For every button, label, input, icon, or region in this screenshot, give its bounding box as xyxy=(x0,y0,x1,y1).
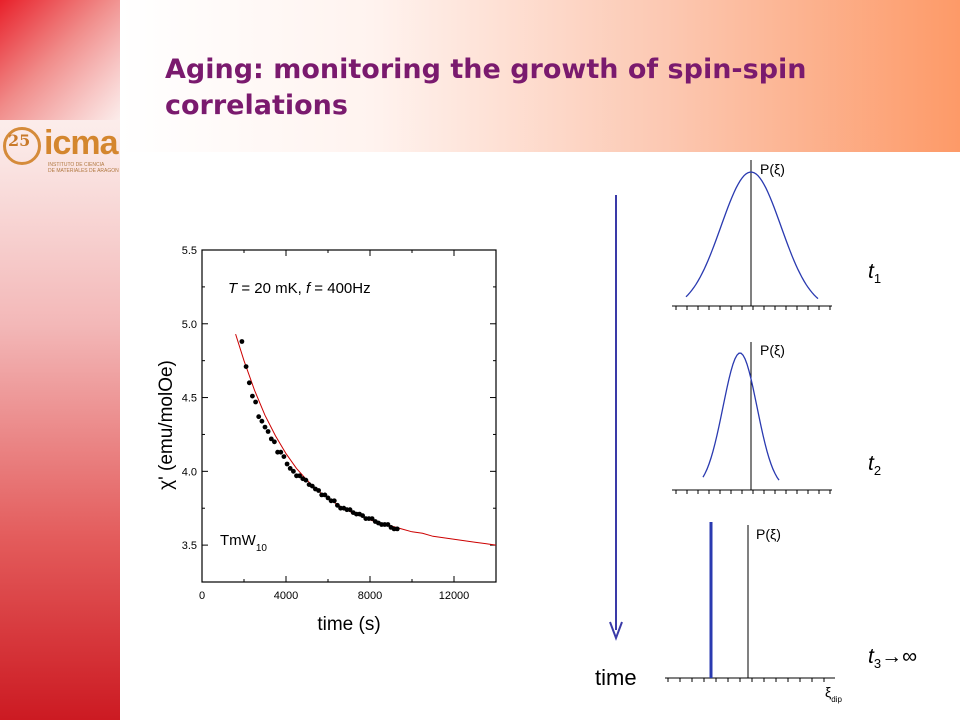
data-point xyxy=(253,399,258,405)
panel1-p-label: P(ξ) xyxy=(760,161,785,177)
data-point xyxy=(291,468,296,474)
plot-frame xyxy=(201,249,497,583)
data-point xyxy=(268,436,274,442)
data-point xyxy=(256,414,262,420)
x-tick-label: 12000 xyxy=(439,590,470,602)
x-axis-title: time (s) xyxy=(317,614,380,635)
panel2-gaussian xyxy=(702,352,780,481)
panel3-ticks xyxy=(667,678,825,682)
left-decorative-bar xyxy=(0,0,120,720)
logo-subtitle-2: DE MATERIALES DE ARAGON xyxy=(48,168,119,174)
x-tick-label: 4000 xyxy=(274,590,298,602)
distribution-panel-2: P(ξ) t2 xyxy=(672,342,881,494)
sample-label-main: TmW xyxy=(220,532,257,549)
logo-badge-number: 25 xyxy=(8,131,31,150)
panel2-p-label: P(ξ) xyxy=(760,342,785,358)
data-point xyxy=(347,507,353,513)
data-point xyxy=(309,483,315,489)
distribution-panel-1: P(ξ) t1 xyxy=(672,160,881,310)
header-band xyxy=(120,0,960,152)
data-point xyxy=(265,429,271,434)
panel1-ticks xyxy=(675,306,831,310)
data-point xyxy=(325,495,331,501)
xi-dip-label: ξdip xyxy=(825,684,843,704)
data-point xyxy=(259,418,265,424)
logo-wordmark: icma xyxy=(44,124,118,162)
annotation-eq1: = 20 mK, xyxy=(237,280,306,297)
data-point xyxy=(239,339,245,344)
x-tick-label: 8000 xyxy=(358,590,382,602)
y-tick-label: 5.5 xyxy=(182,245,197,257)
data-points-layer xyxy=(239,339,400,532)
data-point xyxy=(385,522,391,527)
time-label: time xyxy=(595,665,637,690)
data-point xyxy=(278,449,284,455)
slide-title: Aging: monitoring the growth of spin-spi… xyxy=(165,52,865,124)
data-point xyxy=(287,466,293,471)
data-point xyxy=(243,364,249,369)
data-point xyxy=(303,477,309,483)
data-point xyxy=(322,492,328,498)
sample-label: TmW10 xyxy=(220,532,267,554)
annotation-t: T xyxy=(228,280,239,297)
slide-title-line2: correlations xyxy=(165,90,348,121)
data-point xyxy=(246,380,252,386)
panel1-time-label: t1 xyxy=(868,260,881,286)
y-tick-label: 3.5 xyxy=(182,540,197,552)
data-point xyxy=(297,473,302,479)
chart-ticks: 0 4000 8000 12000 3.5 4.0 4.5 5.0 5.5 xyxy=(182,245,497,602)
annotation-eq2: = 400Hz xyxy=(310,280,370,297)
logo-badge-ring xyxy=(3,127,41,165)
data-point xyxy=(394,526,400,532)
data-point xyxy=(316,488,321,493)
data-point xyxy=(281,454,287,459)
time-arrow-head xyxy=(609,621,623,641)
panel3-p-label: P(ξ) xyxy=(756,526,781,542)
annotation-f: f xyxy=(306,280,312,297)
distribution-panel-3: P(ξ) t3→∞ ξdip xyxy=(665,522,917,704)
panel2-ticks xyxy=(675,490,831,494)
y-axis-title: χ' (emu/molOe) xyxy=(156,360,177,490)
data-point xyxy=(360,513,365,518)
data-point xyxy=(335,502,340,508)
icma-logo: 25 icma INSTITUTO DE CIENCIA DE MATERIAL… xyxy=(0,124,130,174)
data-point xyxy=(369,516,375,521)
slide-title-line1: Aging: monitoring the growth of spin-spi… xyxy=(165,54,807,85)
x-tick-label: 0 xyxy=(199,590,205,602)
data-point xyxy=(272,439,277,445)
data-point xyxy=(331,498,337,504)
data-point xyxy=(262,424,268,430)
chart-annotation: T = 20 mK, f = 400Hz xyxy=(228,280,371,297)
panel2-time-label: t2 xyxy=(868,452,881,478)
panel3-time-label: t3→∞ xyxy=(868,645,917,671)
data-point xyxy=(250,393,255,399)
y-tick-label: 5.0 xyxy=(182,319,197,331)
data-point xyxy=(284,461,290,467)
logo-subtitle-1: INSTITUTO DE CIENCIA xyxy=(48,162,105,168)
left-decorative-corner xyxy=(0,0,120,120)
sample-label-sub: 10 xyxy=(256,543,268,554)
y-tick-label: 4.5 xyxy=(182,393,197,405)
y-tick-label: 4.0 xyxy=(182,466,197,478)
panel1-gaussian xyxy=(685,171,819,300)
